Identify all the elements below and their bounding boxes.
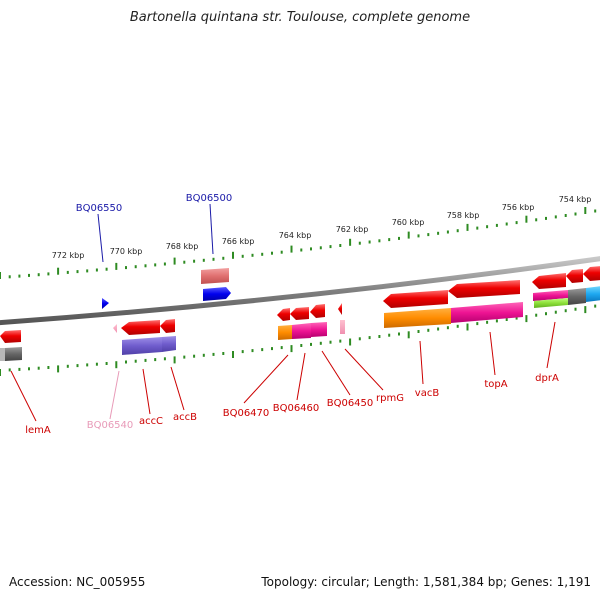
feature-salmon-block[interactable] — [201, 268, 229, 284]
label-leader-lines — [10, 203, 556, 422]
gene-label-vacb[interactable]: vacB — [415, 388, 440, 399]
scale-label: 760 kbp — [392, 218, 425, 227]
gene-accb-feature[interactable] — [160, 319, 175, 333]
feature-topa-magenta[interactable] — [451, 302, 523, 323]
feature-lema-gray-left[interactable] — [0, 348, 5, 361]
scale-label: 756 kbp — [502, 203, 535, 212]
gene-label-lema[interactable]: lemA — [25, 425, 51, 436]
feature-lema-gray[interactable] — [5, 347, 22, 361]
scale-label: 758 kbp — [447, 211, 480, 220]
feature-cyan-right[interactable] — [586, 286, 600, 302]
gene-rpmg-feature[interactable] — [338, 303, 342, 315]
map-title: Bartonella quintana str. Toulouse, compl… — [129, 10, 471, 25]
gene-block-c[interactable] — [583, 266, 600, 281]
gene-block-b[interactable] — [566, 269, 583, 283]
gene-dpra-feature[interactable] — [532, 273, 566, 289]
genome-backbone — [0, 256, 600, 326]
gene-label-topa[interactable]: topA — [484, 379, 507, 390]
topology-text: Topology: circular; Length: 1,581,384 bp… — [261, 575, 591, 589]
gene-label-accc[interactable]: accC — [139, 416, 163, 427]
scale-label: 764 kbp — [279, 231, 312, 240]
reverse-strand-genes — [0, 266, 600, 361]
feature-vacb-orange[interactable] — [384, 308, 451, 328]
feature-gray-right[interactable] — [568, 288, 586, 305]
feature-rpmg-pink[interactable] — [340, 320, 345, 334]
gene-bq06470-feature[interactable] — [277, 308, 290, 321]
feature-dpra-magenta[interactable] — [533, 290, 568, 301]
gene-label-accb[interactable]: accB — [173, 412, 197, 423]
feature-accb-purple[interactable] — [162, 336, 176, 352]
accession-text: Accession: NC_005955 — [9, 575, 146, 589]
scale-label: 770 kbp — [110, 247, 143, 256]
scale-label: 768 kbp — [166, 242, 199, 251]
gene-topa-feature[interactable] — [448, 280, 520, 298]
gene-vacb-feature[interactable] — [383, 290, 448, 308]
scale-label: 754 kbp — [559, 195, 592, 204]
gene-label-bq06500[interactable]: BQ06500 — [186, 193, 233, 204]
gene-label-bq06540[interactable]: BQ06540 — [87, 420, 134, 431]
gene-lema-feature[interactable] — [0, 330, 21, 343]
gene-label-bq06450[interactable]: BQ06450 — [327, 398, 374, 409]
gene-label-bq06460[interactable]: BQ06460 — [273, 403, 320, 414]
feature-dpra-green[interactable] — [534, 298, 568, 308]
gene-label-bq06470[interactable]: BQ06470 — [223, 408, 270, 419]
gene-label-bq06550[interactable]: BQ06550 — [76, 203, 123, 214]
gene-bq06500-feature[interactable] — [203, 287, 231, 301]
scale-label: 762 kbp — [336, 225, 369, 234]
gene-labels: BQ06550 BQ06500 lemA BQ06540 accC accB B… — [25, 193, 559, 436]
gene-accc-feature[interactable] — [121, 320, 160, 335]
gene-label-rpmg[interactable]: rpmG — [376, 393, 404, 404]
gene-bq06450-feature[interactable] — [310, 304, 325, 318]
outer-scale-ticks — [0, 207, 597, 279]
feature-accc-purple[interactable] — [122, 337, 162, 355]
inner-scale-ticks — [0, 304, 597, 376]
gene-bq06540-feature[interactable] — [113, 324, 117, 333]
forward-strand-genes — [0, 268, 231, 336]
feature-bq06460-magenta[interactable] — [292, 323, 311, 339]
gene-label-dpra[interactable]: dprA — [535, 373, 559, 384]
gene-bq06460-feature[interactable] — [290, 307, 309, 320]
scale-label: 766 kbp — [222, 237, 255, 246]
feature-bq06470-orange[interactable] — [278, 325, 292, 340]
feature-bq06450-magenta[interactable] — [311, 322, 327, 337]
gene-bq06550-feature[interactable] — [102, 298, 109, 309]
scale-label: 772 kbp — [52, 251, 85, 260]
scale-labels: 772 kbp 770 kbp 768 kbp 766 kbp 764 kbp 762 k… — [52, 195, 592, 260]
